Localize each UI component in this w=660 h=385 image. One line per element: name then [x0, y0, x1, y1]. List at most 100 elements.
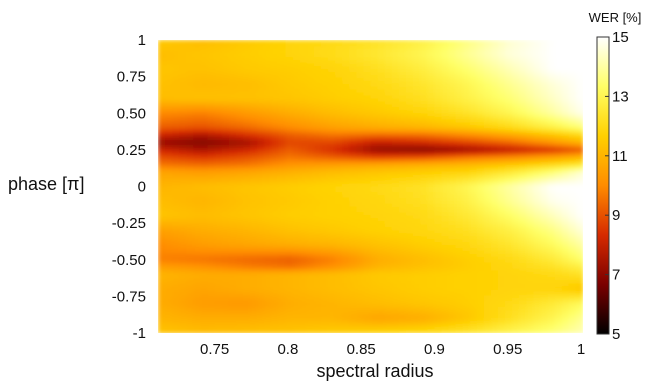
heatmap-cell — [427, 242, 435, 246]
heatmap-cell — [342, 60, 350, 65]
heatmap-cell — [505, 168, 513, 173]
heatmap-cell — [377, 122, 386, 126]
heatmap-cell — [335, 154, 343, 158]
heatmap-cell — [179, 42, 187, 47]
heatmap-cell — [320, 48, 329, 53]
heatmap-cell — [526, 110, 535, 114]
heatmap-cell — [356, 116, 365, 120]
heatmap-cell — [448, 45, 457, 50]
heatmap-cell — [313, 151, 322, 155]
heatmap-cell — [250, 124, 258, 129]
heatmap-cell — [498, 142, 506, 147]
heatmap-cell — [561, 265, 570, 270]
heatmap-cell — [193, 81, 202, 85]
heatmap-cell — [278, 256, 287, 261]
heatmap-cell — [158, 69, 166, 73]
heatmap-cell — [278, 119, 287, 123]
heatmap-cell — [476, 130, 485, 135]
heatmap-cell — [200, 45, 209, 50]
heatmap-cell — [271, 133, 280, 138]
heatmap-cell — [413, 271, 421, 275]
heatmap-cell — [363, 224, 372, 229]
heatmap-cell — [179, 280, 187, 284]
heatmap-cell — [257, 57, 265, 62]
heatmap-cell — [349, 250, 357, 255]
heatmap-cell — [349, 72, 357, 76]
heatmap-cell — [505, 151, 513, 155]
heatmap-cell — [547, 268, 556, 273]
heatmap-cell — [434, 165, 442, 170]
heatmap-cell — [264, 122, 272, 126]
heatmap-cell — [335, 45, 343, 50]
heatmap-cell — [405, 113, 414, 117]
heatmap-cell — [554, 239, 563, 243]
heatmap-cell — [398, 122, 407, 126]
heatmap-cell — [349, 148, 357, 152]
heatmap-cell — [328, 81, 336, 85]
heatmap-cell — [320, 207, 329, 211]
heatmap-cell — [384, 236, 393, 240]
heatmap-cell — [441, 107, 450, 111]
heatmap-cell — [207, 95, 216, 100]
heatmap-cell — [243, 198, 251, 202]
heatmap-cell — [462, 72, 471, 76]
heatmap-cell — [533, 236, 542, 240]
heatmap-cell — [250, 127, 258, 132]
heatmap-cell — [441, 227, 450, 232]
heatmap-cell — [356, 92, 365, 97]
heatmap-cell — [363, 277, 372, 281]
heatmap-cell — [320, 236, 329, 240]
heatmap-cell — [356, 104, 365, 108]
heatmap-cell — [554, 130, 563, 135]
heatmap-cell — [228, 160, 237, 164]
heatmap-cell — [172, 116, 180, 120]
heatmap-cell — [179, 204, 187, 208]
heatmap-cell — [505, 142, 513, 147]
heatmap-cell — [476, 239, 485, 243]
heatmap-cell — [250, 83, 258, 88]
heatmap-cell — [391, 215, 400, 220]
heatmap-cell — [391, 195, 400, 199]
heatmap-cell — [200, 262, 209, 267]
heatmap-cell — [427, 160, 435, 164]
heatmap-cell — [158, 142, 166, 147]
heatmap-cell — [228, 192, 237, 196]
heatmap-cell — [342, 148, 350, 152]
heatmap-cell — [299, 186, 308, 191]
heatmap-cell — [299, 233, 308, 237]
heatmap-cell — [469, 224, 478, 229]
heatmap-cell — [405, 245, 414, 249]
heatmap-cell — [207, 51, 216, 56]
heatmap-cell — [384, 277, 393, 281]
heatmap-cell — [384, 183, 393, 188]
heatmap-cell — [158, 63, 166, 67]
heatmap-cell — [427, 195, 435, 199]
heatmap-cell — [448, 186, 457, 191]
heatmap-cell — [519, 157, 527, 161]
heatmap-cell — [342, 51, 350, 56]
heatmap-cell — [512, 233, 520, 237]
heatmap-cell — [221, 168, 230, 173]
heatmap-cell — [271, 256, 280, 261]
heatmap-cell — [462, 151, 471, 155]
heatmap-cell — [250, 75, 258, 79]
heatmap-cell — [186, 256, 195, 261]
heatmap-cell — [207, 98, 216, 103]
heatmap-cell — [278, 248, 287, 252]
heatmap-cell — [540, 72, 549, 76]
heatmap-cell — [490, 160, 499, 164]
heatmap-cell — [228, 227, 237, 232]
heatmap-cell — [476, 277, 485, 281]
heatmap-cell — [505, 256, 513, 261]
heatmap-cell — [519, 248, 527, 252]
heatmap-cell — [292, 236, 301, 240]
heatmap-cell — [363, 72, 372, 76]
heatmap-cell — [158, 221, 166, 226]
heatmap-cell — [165, 136, 173, 141]
heatmap-cell — [575, 66, 583, 70]
heatmap-cell — [370, 63, 379, 67]
heatmap-cell — [540, 201, 549, 205]
heatmap-cell — [193, 268, 202, 273]
heatmap-cell — [540, 75, 549, 79]
heatmap-cell — [533, 227, 542, 232]
